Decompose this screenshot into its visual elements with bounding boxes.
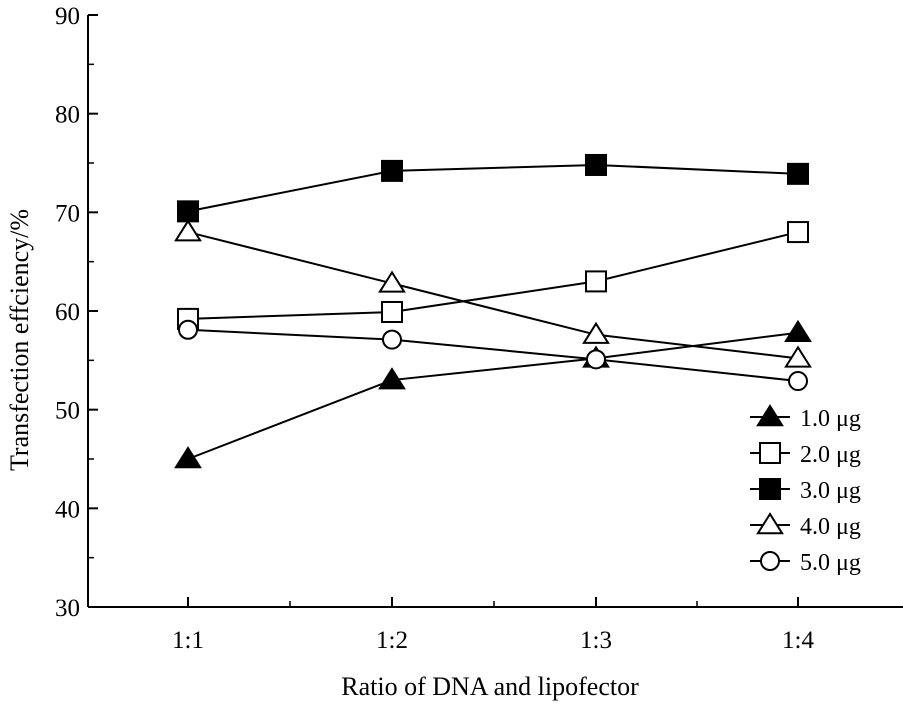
- y-tick-label: 90: [55, 3, 80, 30]
- data-point-marker: [787, 221, 809, 244]
- legend: 1.0 μg 2.0 μg 3.0 μg 4.0 μg 5.0 μg: [750, 404, 861, 576]
- x-tick-label: 1:3: [580, 627, 612, 654]
- data-point-marker: [787, 162, 809, 185]
- y-axis-ticks: 30 40 50 60 70 80 90: [55, 3, 98, 622]
- data-point-marker: [174, 446, 202, 469]
- series-group: [187, 328, 799, 383]
- y-tick-label: 60: [55, 299, 80, 326]
- data-point-marker: [381, 159, 403, 182]
- data-point-marker: [585, 153, 607, 176]
- data-point-marker: [582, 321, 610, 344]
- data-point-marker: [759, 442, 781, 464]
- legend-item: 4.0 μg: [750, 512, 861, 540]
- data-point-marker: [788, 371, 808, 392]
- series-line: [187, 163, 799, 213]
- series-line: [187, 231, 799, 360]
- legend-label: 4.0 μg: [800, 514, 861, 540]
- data-point-marker: [178, 319, 198, 340]
- series-group: [187, 231, 799, 320]
- series-markers: [174, 219, 812, 368]
- y-axis-title: Transfection effciency/%: [5, 209, 34, 471]
- data-point-marker: [378, 270, 406, 293]
- series-layer: [174, 153, 812, 469]
- legend-item: 1.0 μg: [750, 404, 861, 432]
- data-point-marker: [585, 270, 607, 293]
- series-group: [187, 231, 799, 360]
- x-axis-ticks: 1:1 1:2 1:3 1:4: [172, 597, 814, 654]
- data-point-marker: [177, 200, 199, 223]
- series-markers: [178, 319, 808, 392]
- legend-label: 5.0 μg: [800, 550, 861, 576]
- y-tick-label: 80: [55, 102, 80, 129]
- legend-label: 1.0 μg: [800, 406, 861, 432]
- x-tick-label: 1:2: [376, 627, 408, 654]
- legend-item: 3.0 μg: [750, 478, 861, 504]
- data-point-marker: [784, 319, 812, 342]
- series-markers: [177, 153, 809, 223]
- series-line: [187, 331, 799, 460]
- data-point-marker: [760, 551, 780, 571]
- series-markers: [177, 221, 809, 330]
- y-tick-label: 50: [55, 398, 80, 425]
- data-point-marker: [174, 219, 202, 242]
- legend-label: 3.0 μg: [800, 478, 861, 504]
- series-line: [187, 328, 799, 383]
- x-tick-label: 1:4: [782, 627, 814, 654]
- legend-item: 2.0 μg: [750, 442, 861, 468]
- x-axis-title: Ratio of DNA and lipofector: [341, 672, 639, 701]
- axes: [87, 15, 903, 608]
- series-group: [187, 331, 799, 460]
- data-point-marker: [759, 478, 781, 500]
- data-point-marker: [381, 300, 403, 323]
- y-tick-label: 40: [55, 496, 80, 523]
- data-point-marker: [586, 349, 606, 370]
- data-point-marker: [378, 367, 406, 390]
- legend-item: 5.0 μg: [750, 550, 861, 576]
- data-point-marker: [756, 404, 784, 427]
- legend-label: 2.0 μg: [800, 442, 861, 468]
- y-tick-label: 70: [55, 200, 80, 227]
- x-tick-label: 1:1: [172, 627, 204, 654]
- data-point-marker: [756, 512, 784, 535]
- y-tick-label: 30: [55, 595, 80, 622]
- data-point-marker: [784, 345, 812, 368]
- series-group: [187, 163, 799, 213]
- data-point-marker: [382, 329, 402, 350]
- series-line: [187, 231, 799, 320]
